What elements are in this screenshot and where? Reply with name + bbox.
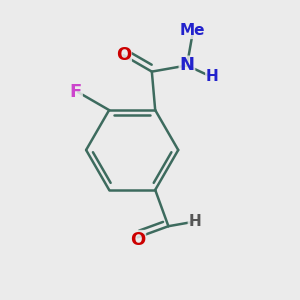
Text: H: H <box>206 69 219 84</box>
Text: H: H <box>188 214 201 229</box>
Text: N: N <box>179 56 194 74</box>
Text: O: O <box>116 46 131 64</box>
Text: F: F <box>70 83 82 101</box>
Text: O: O <box>130 231 145 249</box>
Text: Me: Me <box>180 23 206 38</box>
